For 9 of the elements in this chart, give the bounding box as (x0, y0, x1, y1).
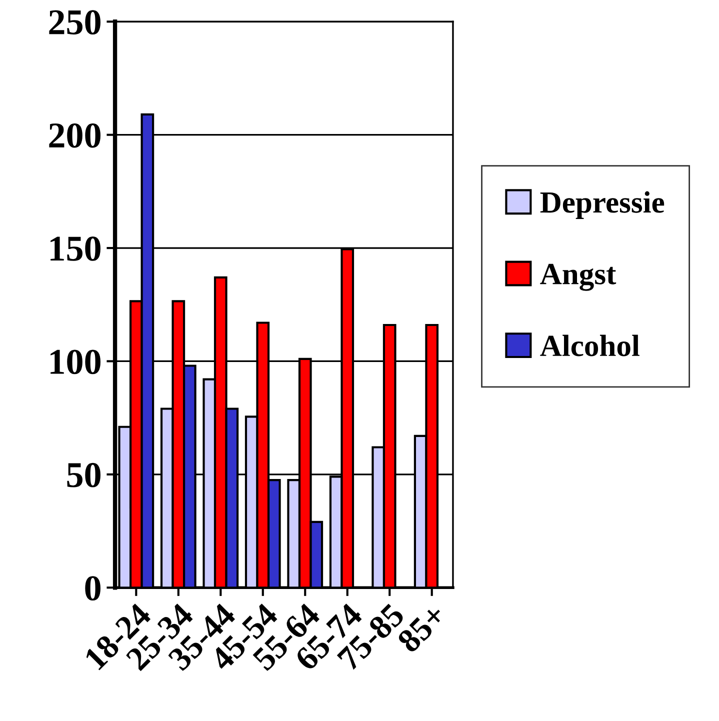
y-tick-label: 250 (49, 10, 100, 35)
y-tick-label: 100 (50, 350, 100, 374)
legend-label: Depressie (540, 191, 664, 220)
y-tick-label: 200 (49, 123, 100, 148)
legend-label: Alcohol (540, 334, 640, 356)
legend-label: Angst (540, 264, 616, 291)
y-tick-label: 0 (85, 576, 100, 600)
y-tick-label: 150 (50, 236, 100, 261)
y-tick-label: 50 (67, 462, 100, 488)
